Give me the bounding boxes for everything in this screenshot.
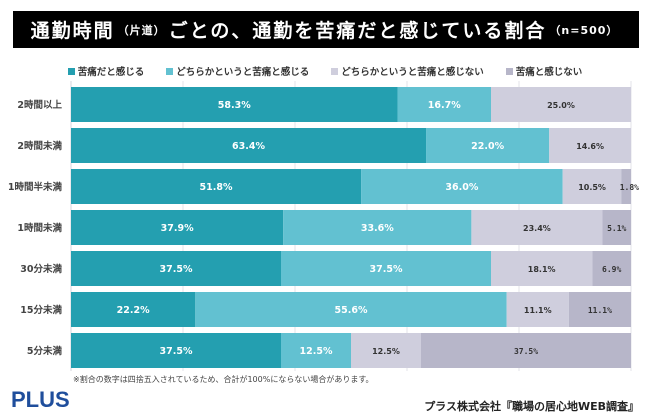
title-paren-2: （n=500） (549, 23, 619, 37)
bar-segment (71, 251, 281, 286)
data-label: 37.5% (370, 264, 403, 275)
bar-segment (602, 210, 631, 245)
bar-segment (361, 169, 563, 204)
bar-segment (195, 292, 507, 327)
legend-item-s3: どちらかというと苦痛と感じない (331, 64, 484, 78)
category-label: 2時間未満 (17, 140, 62, 152)
data-label: 12.5% (372, 347, 400, 356)
bar-segment (71, 169, 362, 204)
legend-label-s4: 苦痛と感じない (515, 67, 583, 78)
source-credit: プラス株式会社『職場の居心地WEB調査』 (424, 400, 639, 413)
bar-segment (426, 128, 550, 163)
bar-segment (421, 333, 631, 368)
footnote: ※割合の数字は四捨五入されているため、合計が100%にならない場合があります。 (73, 375, 374, 384)
data-label: 36.0% (445, 182, 478, 193)
bar-segment (397, 87, 491, 122)
bar-segment (549, 128, 631, 163)
bar-segment (491, 87, 631, 122)
chart-title: 通勤時間 （片道） ごとの、通勤を苦痛だと感じている割合 （n=500） (13, 11, 639, 48)
bar-segment (562, 169, 622, 204)
legend-item-s4: 苦痛と感じない (505, 64, 583, 78)
data-label: 16.7% (428, 100, 461, 111)
bar-segment (71, 128, 427, 163)
data-label: 37.5% (160, 346, 193, 357)
bar-segment (71, 292, 196, 327)
data-label: 14.6% (576, 142, 604, 151)
data-label: 6.9% (602, 265, 621, 274)
data-label: 37.9% (161, 223, 194, 234)
bar-segment (506, 292, 569, 327)
data-label: 63.4% (232, 141, 265, 152)
bar-segment (281, 251, 491, 286)
data-label: 10.5% (578, 183, 606, 192)
legend-label-s1: 苦痛だと感じる (77, 67, 145, 78)
bar-segment (491, 251, 593, 286)
legend-label-s3: どちらかというと苦痛と感じない (341, 67, 484, 78)
bar-segment (351, 333, 421, 368)
data-label: 37.5% (160, 264, 193, 275)
data-label: 22.0% (471, 141, 504, 152)
bar-segment (592, 251, 631, 286)
category-label: 1時間未満 (17, 222, 62, 234)
bar-segment (283, 210, 472, 245)
plus-logo: PLUS (11, 387, 70, 412)
bar-segment (471, 210, 603, 245)
title-paren-1: （片道） (117, 23, 166, 37)
data-label: 25.0% (547, 101, 575, 110)
category-label: 30分未満 (20, 263, 62, 275)
data-label: 11.1% (524, 306, 552, 315)
data-label: 37.5% (514, 347, 538, 356)
legend-item-s2: どちらかというと苦痛と感じる (166, 64, 309, 78)
legend-swatch-s3 (331, 67, 339, 75)
legend: 苦痛だと感じる どちらかというと苦痛と感じる どちらかというと苦痛と感じない 苦… (0, 64, 650, 78)
category-label: 5分未満 (27, 345, 63, 357)
data-label: 5.1% (607, 224, 626, 233)
bar-segment (71, 333, 281, 368)
legend-swatch-s1 (67, 67, 75, 75)
data-label: 1.8% (620, 183, 639, 192)
data-label: 33.6% (361, 223, 394, 234)
title-part-2: ごとの、通勤を苦痛だと感じている割合 (168, 20, 547, 42)
legend-swatch-s2 (166, 67, 174, 75)
bar-segment (621, 169, 631, 204)
legend-label-s2: どちらかというと苦痛と感じる (176, 67, 310, 78)
data-label: 18.1% (528, 265, 556, 274)
data-label: 51.8% (200, 182, 233, 193)
category-label: 2時間以上 (17, 99, 62, 111)
data-label: 11.1% (588, 306, 612, 315)
legend-swatch-s4 (505, 67, 513, 75)
bar-segment (71, 87, 398, 122)
data-label: 58.3% (218, 100, 251, 111)
category-label: 1時間半未満 (8, 181, 63, 193)
category-label: 15分未満 (20, 304, 62, 316)
data-label: 12.5% (300, 346, 333, 357)
data-label: 22.2% (117, 305, 150, 316)
data-label: 55.6% (335, 305, 368, 316)
legend-item-s1: 苦痛だと感じる (67, 64, 145, 78)
bar-segment (71, 210, 284, 245)
bar-segment (281, 333, 351, 368)
title-part-1: 通勤時間 (30, 20, 115, 42)
data-label: 23.4% (523, 224, 551, 233)
bar-segment (568, 292, 631, 327)
